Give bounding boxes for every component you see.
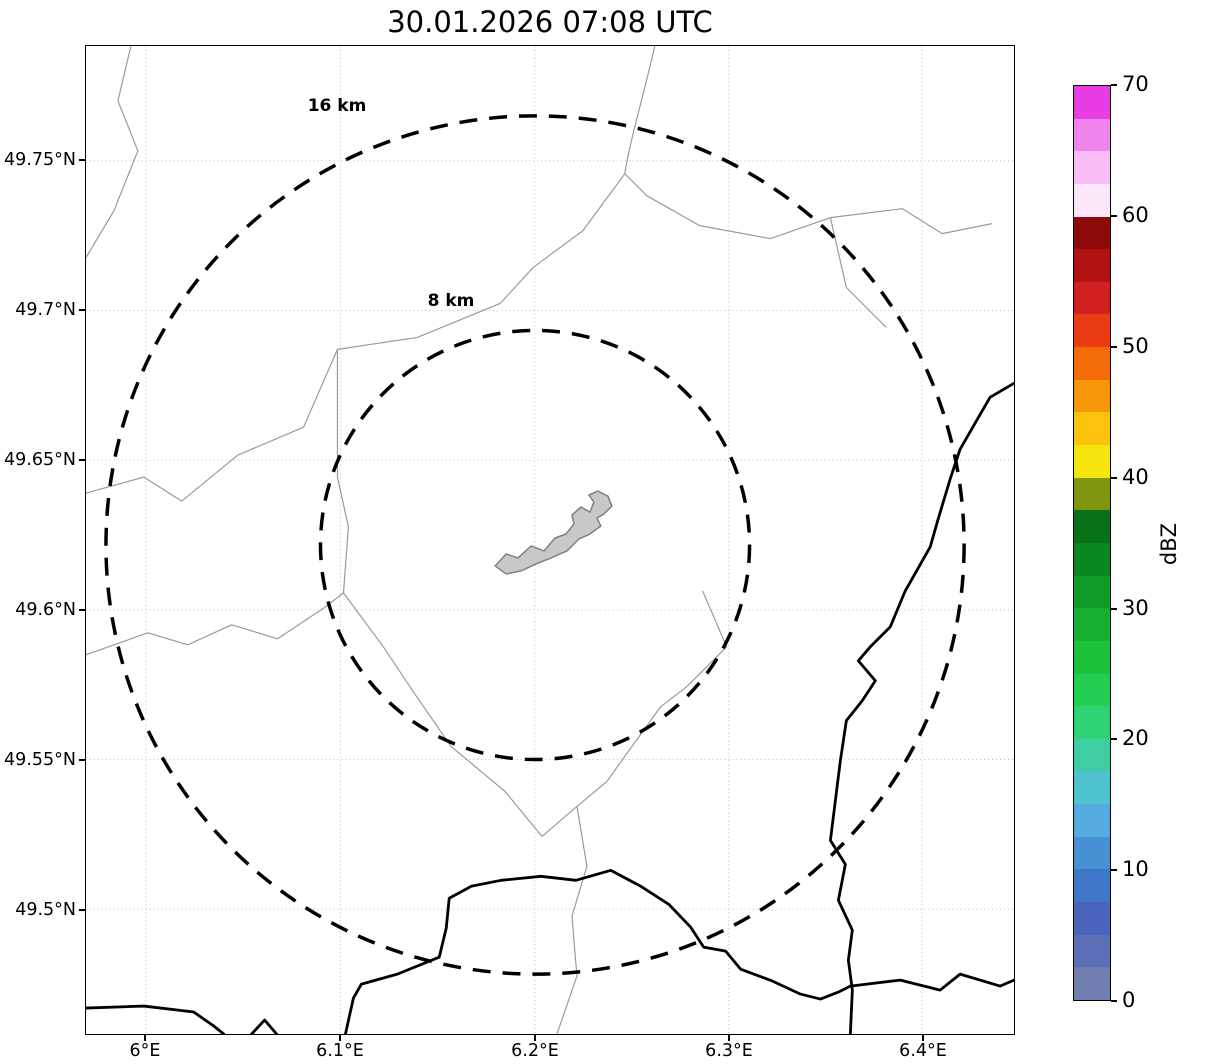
border-branch-southeast xyxy=(848,972,1014,992)
x-tick-label: 6.1°E xyxy=(316,1041,364,1061)
colorbar-tick-label: 20 xyxy=(1122,726,1149,750)
x-tick-label: 6.4°E xyxy=(899,1041,947,1061)
y-tick-label: 49.7°N xyxy=(15,300,76,320)
border-southwest-1 xyxy=(86,1004,226,1034)
y-tick-mark xyxy=(79,309,85,311)
radar-site-outline xyxy=(494,490,613,575)
x-tick-mark xyxy=(339,1035,341,1041)
y-tick-label: 49.5°N xyxy=(15,900,76,920)
country-border-lines xyxy=(86,381,1014,1034)
colorbar-tick-mark xyxy=(1111,215,1117,217)
colorbar-tick-label: 60 xyxy=(1122,203,1149,227)
colorbar-tick-label: 30 xyxy=(1122,596,1149,620)
y-tick-label: 49.6°N xyxy=(15,600,76,620)
map-canvas xyxy=(86,46,1014,1034)
colorbar-swatches xyxy=(1074,86,1110,1000)
colorbar xyxy=(1073,85,1111,1001)
x-tick-mark xyxy=(728,1035,730,1041)
colorbar-tick-label: 0 xyxy=(1122,988,1136,1012)
colorbar-tick-mark xyxy=(1111,346,1117,348)
border-south xyxy=(344,868,852,1034)
colorbar-tick-mark xyxy=(1111,608,1117,610)
x-tick-label: 6°E xyxy=(129,1041,161,1061)
colorbar-tick-label: 10 xyxy=(1122,857,1149,881)
colorbar-tick-mark xyxy=(1111,477,1117,479)
y-tick-label: 49.55°N xyxy=(4,750,76,770)
map-plot-area: 16 km 8 km xyxy=(85,45,1015,1035)
colorbar-tick-label: 40 xyxy=(1122,465,1149,489)
y-tick-mark xyxy=(79,909,85,911)
x-tick-mark xyxy=(144,1035,146,1041)
admin-boundary-lines xyxy=(86,46,993,1034)
range-ring-label-16km: 16 km xyxy=(307,96,367,116)
y-tick-mark xyxy=(79,159,85,161)
x-tick-mark xyxy=(534,1035,536,1041)
colorbar-tick-mark xyxy=(1111,1000,1117,1002)
y-tick-label: 49.65°N xyxy=(4,450,76,470)
graticule-gridlines xyxy=(86,46,1014,1034)
colorbar-tick-label: 50 xyxy=(1122,334,1149,358)
colorbar-tick-mark xyxy=(1111,738,1117,740)
x-tick-label: 6.3°E xyxy=(705,1041,753,1061)
y-tick-mark xyxy=(79,459,85,461)
border-river-east xyxy=(828,381,1014,1034)
colorbar-tick-label: 70 xyxy=(1122,72,1149,96)
range-ring-label-8km: 8 km xyxy=(427,291,475,311)
x-tick-label: 6.2°E xyxy=(511,1041,559,1061)
range-ring-16km xyxy=(104,114,966,976)
y-tick-mark xyxy=(79,759,85,761)
range-ring-8km xyxy=(318,328,752,762)
colorbar-tick-mark xyxy=(1111,869,1117,871)
y-tick-mark xyxy=(79,609,85,611)
y-tick-label: 49.75°N xyxy=(4,150,76,170)
border-southwest-2 xyxy=(250,1018,278,1034)
colorbar-axis-label: dBZ xyxy=(1157,522,1182,566)
x-tick-mark xyxy=(922,1035,924,1041)
plot-title: 30.01.2026 07:08 UTC xyxy=(387,5,713,39)
colorbar-tick-mark xyxy=(1111,84,1117,86)
